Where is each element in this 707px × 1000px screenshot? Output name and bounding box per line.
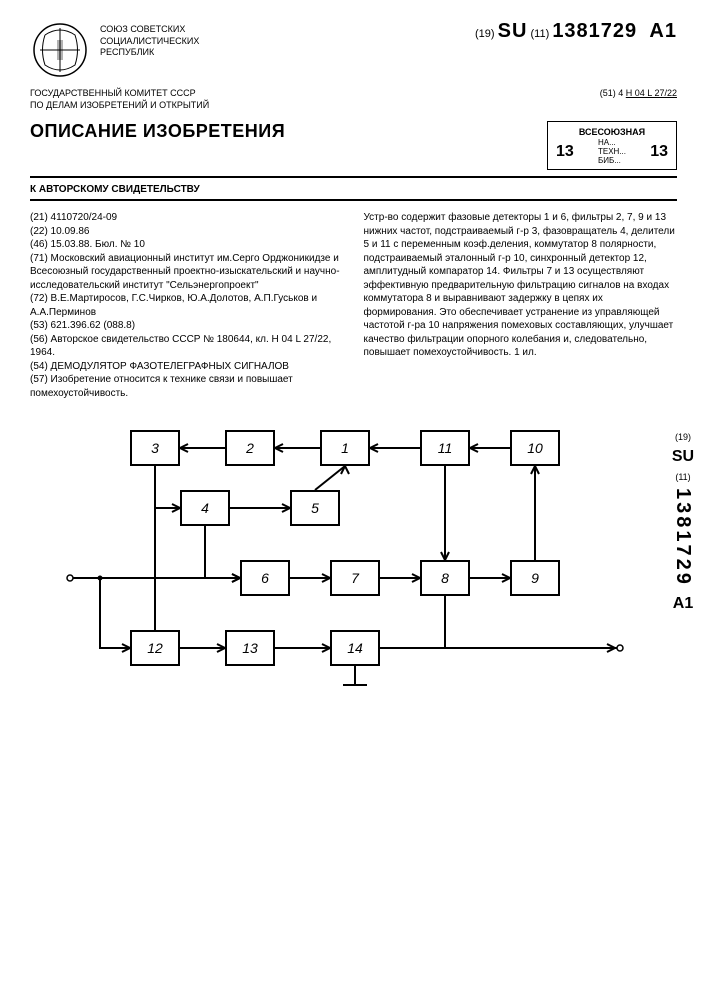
- subtitle: К АВТОРСКОМУ СВИДЕТЕЛЬСТВУ: [30, 184, 677, 201]
- state-emblem: [30, 20, 90, 80]
- field-46: (46) 15.03.88. Бюл. № 10: [30, 238, 344, 252]
- field-71: (71) Московский авиационный институт им.…: [30, 252, 344, 293]
- library-stamp: ВСЕСОЮЗНАЯ 13 НА... ТЕХН... БИБ... 13: [547, 121, 677, 170]
- main-title: ОПИСАНИЕ ИЗОБРЕТЕНИЯ: [30, 121, 527, 142]
- block-2: 2: [225, 430, 275, 466]
- committee-name: ГОСУДАРСТВЕННЫЙ КОМИТЕТ СССР ПО ДЕЛАМ ИЗ…: [30, 88, 209, 111]
- block-10: 10: [510, 430, 560, 466]
- block-7: 7: [330, 560, 380, 596]
- field-57: (57) Изобретение относится к технике свя…: [30, 373, 344, 400]
- block-1: 1: [320, 430, 370, 466]
- field-72: (72) В.Е.Мартиросов, Г.С.Чирков, Ю.А.Дол…: [30, 292, 344, 319]
- block-3: 3: [130, 430, 180, 466]
- side-label: (19) SU (11) 1381729 A1: [667, 430, 699, 617]
- field-54: (54) ДЕМОДУЛЯТОР ФАЗОТЕЛЕГРАФНЫХ СИГНАЛО…: [30, 360, 344, 374]
- field-21: (21) 4110720/24-09: [30, 211, 344, 225]
- left-column: (21) 4110720/24-09 (22) 10.09.86 (46) 15…: [30, 211, 344, 400]
- block-4: 4: [180, 490, 230, 526]
- abstract-text: Устр-во содержит фазовые детекторы 1 и 6…: [364, 211, 678, 360]
- block-11: 11: [420, 430, 470, 466]
- doc-number-block: (19) SU (11) 1381729 A1: [475, 20, 677, 43]
- block-diagram: 1234567891011121314: [30, 420, 670, 720]
- block-5: 5: [290, 490, 340, 526]
- country-code: SU: [498, 20, 528, 42]
- field-56: (56) Авторское свидетельство СССР № 1806…: [30, 333, 344, 360]
- right-column: Устр-во содержит фазовые детекторы 1 и 6…: [364, 211, 678, 400]
- ipc-classification: (51) 4 H 04 L 27/22: [600, 88, 677, 98]
- kind-code: A1: [649, 20, 677, 42]
- block-12: 12: [130, 630, 180, 666]
- block-9: 9: [510, 560, 560, 596]
- doc-number: 1381729: [552, 20, 637, 42]
- block-13: 13: [225, 630, 275, 666]
- block-8: 8: [420, 560, 470, 596]
- country-prefix: (19): [475, 28, 495, 40]
- field-22: (22) 10.09.86: [30, 225, 344, 239]
- field-53: (53) 621.396.62 (088.8): [30, 319, 344, 333]
- block-6: 6: [240, 560, 290, 596]
- number-prefix: (11): [531, 28, 550, 40]
- country-name: СОЮЗ СОВЕТСКИХ СОЦИАЛИСТИЧЕСКИХ РЕСПУБЛИ…: [100, 20, 199, 59]
- block-14: 14: [330, 630, 380, 666]
